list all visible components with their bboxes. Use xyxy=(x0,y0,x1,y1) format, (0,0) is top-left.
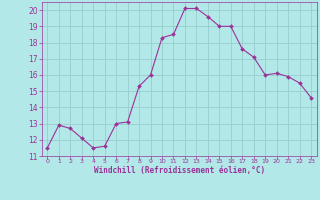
X-axis label: Windchill (Refroidissement éolien,°C): Windchill (Refroidissement éolien,°C) xyxy=(94,166,265,175)
